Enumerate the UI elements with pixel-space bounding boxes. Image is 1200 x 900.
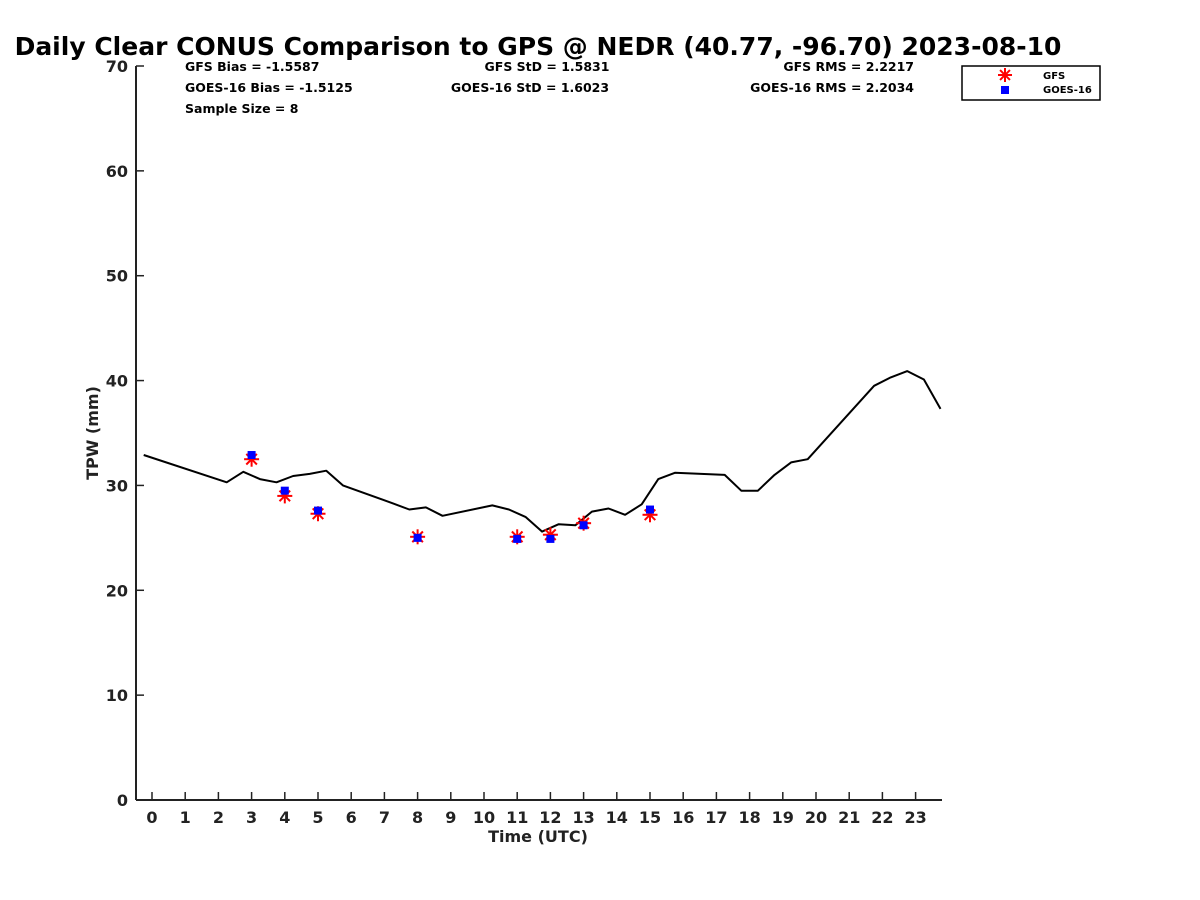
x-tick-label: 23 <box>904 808 926 827</box>
gps-tpw-line <box>143 370 942 533</box>
y-axis-label: TPW (mm) <box>83 386 102 480</box>
legend-goes-square-icon <box>1001 86 1009 94</box>
x-tick-label: 15 <box>639 808 661 827</box>
x-tick-label: 0 <box>146 808 157 827</box>
y-tick-label: 70 <box>106 57 128 76</box>
x-tick-label: 11 <box>506 808 528 827</box>
y-tick-label: 10 <box>106 686 128 705</box>
gfs-rms-text: GFS RMS = 2.2217 <box>783 59 914 74</box>
goes-point <box>280 486 289 495</box>
y-tick-label: 60 <box>106 162 128 181</box>
x-axis-label: Time (UTC) <box>488 827 588 846</box>
y-tick-label: 50 <box>106 267 128 286</box>
y-tick-label: 30 <box>106 476 128 495</box>
x-tick-label: 10 <box>473 808 495 827</box>
goes-point <box>546 534 555 543</box>
sample-size-text: Sample Size = 8 <box>185 101 298 116</box>
x-tick-label: 20 <box>805 808 827 827</box>
goes-point <box>314 506 322 515</box>
goes-rms-text: GOES-16 RMS = 2.2034 <box>750 80 914 95</box>
stats-annotations: GFS Bias = -1.5587 GOES-16 Bias = -1.512… <box>185 59 914 116</box>
x-tick-label: 1 <box>180 808 191 827</box>
goes-point <box>646 505 654 514</box>
x-tick-label: 7 <box>379 808 390 827</box>
x-axis-ticks: 0 1 2 3 4 5 6 7 8 9 10 11 12 13 14 15 16 17 18 19 20 21 22 23 <box>146 792 927 827</box>
goes-point <box>513 534 522 543</box>
x-tick-label: 5 <box>312 808 323 827</box>
x-tick-label: 9 <box>445 808 456 827</box>
legend: GFS GOES-16 <box>961 65 1101 101</box>
x-tick-label: 3 <box>246 808 257 827</box>
x-tick-label: 17 <box>705 808 727 827</box>
legend-gfs-label: GFS <box>1043 71 1065 82</box>
legend-goes-label: GOES-16 <box>1043 85 1092 96</box>
x-tick-label: 21 <box>838 808 860 827</box>
goes-point <box>247 451 256 460</box>
x-tick-label: 19 <box>772 808 794 827</box>
asterisk-stroke <box>999 69 1011 81</box>
x-tick-label: 12 <box>539 808 561 827</box>
x-tick-label: 13 <box>572 808 594 827</box>
x-tick-label: 14 <box>606 808 628 827</box>
x-tick-label: 16 <box>672 808 694 827</box>
y-tick-label: 20 <box>106 581 128 600</box>
legend-box <box>961 65 1101 101</box>
series-layer <box>143 370 942 545</box>
gfs-bias-text: GFS Bias = -1.5587 <box>185 59 319 74</box>
x-tick-label: 2 <box>213 808 224 827</box>
x-tick-label: 6 <box>346 808 357 827</box>
x-tick-label: 4 <box>279 808 290 827</box>
x-tick-label: 22 <box>871 808 893 827</box>
y-axis-ticks: 0 10 20 30 40 50 60 70 <box>106 57 144 810</box>
x-tick-label: 18 <box>738 808 760 827</box>
y-tick-label: 40 <box>106 372 128 391</box>
goes-point <box>413 533 422 542</box>
chart-title: Daily Clear CONUS Comparison to GPS @ NE… <box>15 32 1062 61</box>
goes-bias-text: GOES-16 Bias = -1.5125 <box>185 80 353 95</box>
goes-std-text: GOES-16 StD = 1.6023 <box>451 80 609 95</box>
y-tick-label: 0 <box>117 791 128 810</box>
legend-gfs-asterisk-icon <box>998 68 1012 82</box>
gfs-std-text: GFS StD = 1.5831 <box>485 59 610 74</box>
x-tick-label: 8 <box>412 808 423 827</box>
goes-point <box>579 521 588 530</box>
